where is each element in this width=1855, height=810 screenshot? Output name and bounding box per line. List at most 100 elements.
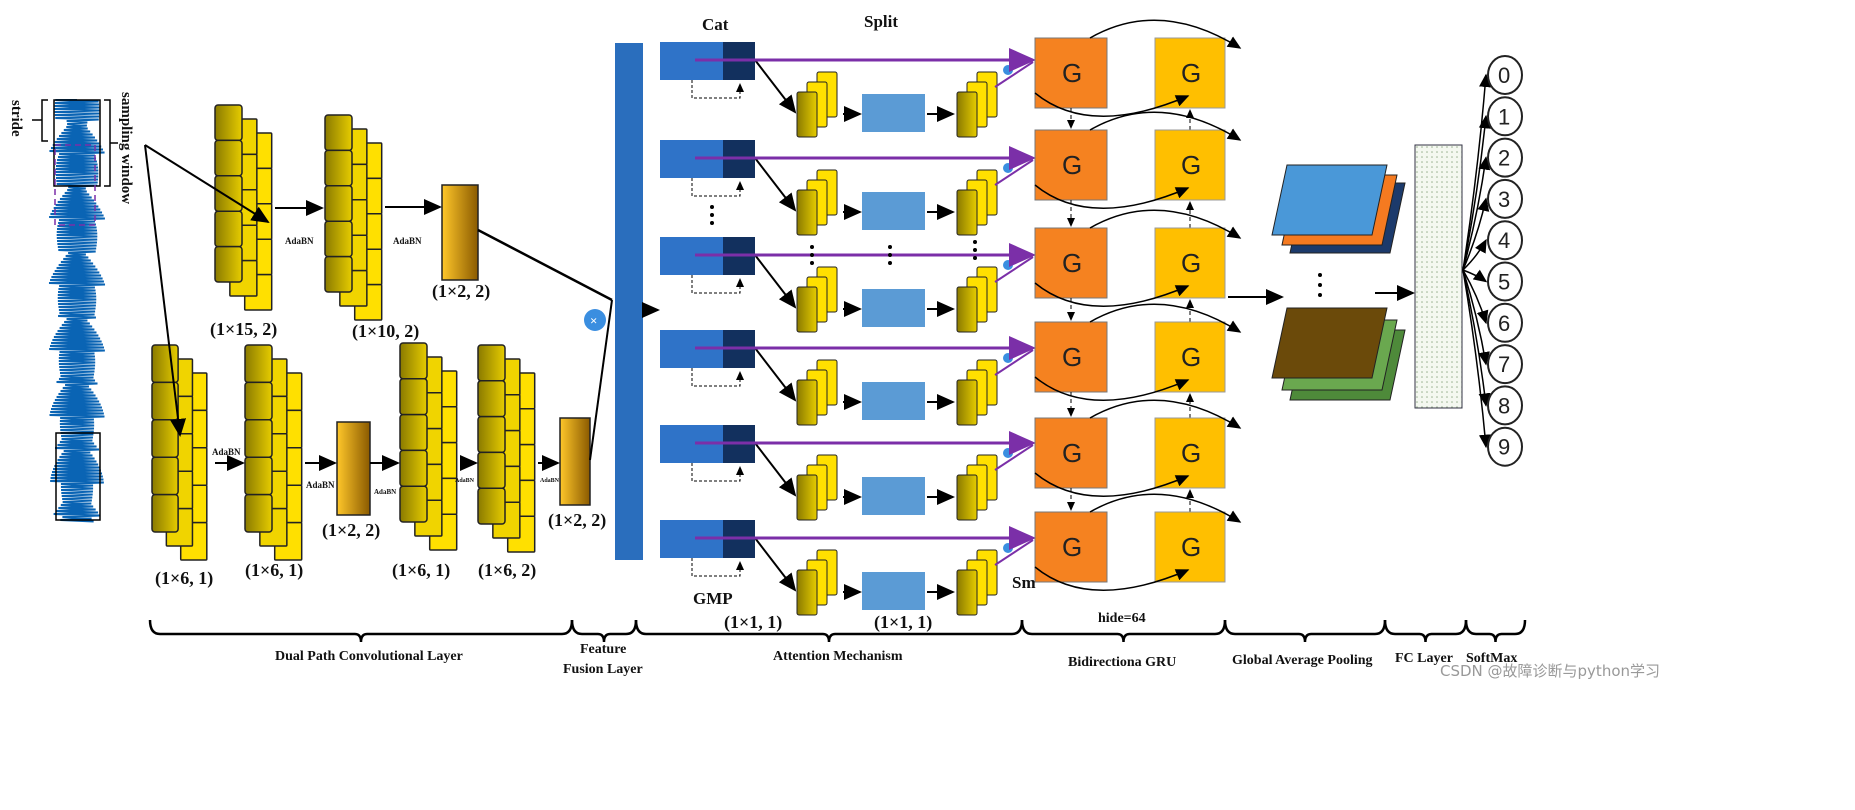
- section-brace: [1223, 619, 1387, 643]
- flow-arrow: [754, 537, 797, 592]
- input-signal: [32, 99, 118, 523]
- flow-arrow: [144, 144, 187, 437]
- gru-cross-arrow: [1034, 566, 1190, 591]
- softmax-output-label: 9: [1498, 435, 1510, 460]
- fc-layer: [1414, 144, 1463, 409]
- gru-output-arrow: [1089, 209, 1242, 239]
- conv-feature-block: [151, 419, 179, 458]
- sm-line: [994, 444, 1034, 471]
- multiply-node-small: [1003, 260, 1013, 270]
- gru-output-arrow: [1089, 19, 1242, 49]
- section-fc: FC Layer: [1395, 651, 1453, 666]
- ellipsis-dot: [710, 213, 714, 217]
- dynamic-labels: G G G G G G G G G G G G 0 1 2 3 4 5 6 7 8 9: [1062, 58, 1510, 562]
- softmax-arrow: [1462, 156, 1491, 271]
- sm-line: [994, 61, 1034, 88]
- attention-conv-block: [956, 189, 978, 236]
- split-feature-block: [862, 572, 925, 610]
- sampling-window-label: sampling window: [118, 92, 134, 204]
- softmax-output-node: [1487, 426, 1523, 467]
- gru-output-arrow: [1089, 493, 1242, 523]
- softmax-output-label: 8: [1498, 393, 1510, 418]
- gru-cross-arrow: [1034, 282, 1190, 307]
- ellipsis-dot: [710, 221, 714, 225]
- pooling-block: [559, 417, 591, 506]
- multiply-symbol: ×: [590, 313, 597, 328]
- conv-feature-block: [214, 210, 243, 248]
- section-brace: [570, 619, 638, 643]
- conv-top-label-1: (1×15, 2): [210, 319, 277, 340]
- gru-output-arrow: [1089, 303, 1242, 333]
- gru-forward-cell: [1034, 227, 1108, 299]
- gru-backward-cell: [1154, 321, 1226, 393]
- conv-feature-block: [324, 220, 353, 258]
- adabn-label: AdaBN: [393, 236, 422, 246]
- conv-bottom-label-1: (1×6, 1): [155, 568, 213, 589]
- conv-top-label-2: (1×10, 2): [352, 321, 419, 342]
- conv-feature-block: [244, 456, 273, 496]
- flow-arrow: [754, 157, 797, 212]
- gmp-loop-arrow: [691, 558, 744, 577]
- softmax-arrow: [1462, 238, 1487, 271]
- gru-forward-cell: [1034, 417, 1108, 489]
- hide-label: hide=64: [1098, 611, 1146, 626]
- conv-feature-block: [151, 456, 179, 496]
- gru-backward-label: G: [1181, 438, 1201, 468]
- split-feature-block: [862, 477, 925, 515]
- gru-output-arrow: [1089, 399, 1242, 429]
- conv-bottom-label-2: (1×6, 1): [245, 560, 303, 581]
- attention-conv-block: [956, 569, 978, 616]
- gru-forward-label: G: [1062, 58, 1082, 88]
- adabn-label: AdaBN: [455, 478, 475, 484]
- conv-feature-block: [324, 255, 353, 293]
- adabn-label: AdaBN: [285, 236, 314, 246]
- conv-feature-block: [477, 487, 506, 525]
- conv-feature-block: [214, 104, 243, 142]
- conv-feature-block: [151, 493, 179, 533]
- softmax-output-node: [1487, 137, 1523, 178]
- gmp-loop-arrow: [691, 463, 744, 482]
- attention-conv-block: [956, 91, 978, 138]
- section-gap: Global Average Pooling: [1232, 653, 1373, 668]
- softmax-output-label: 4: [1498, 228, 1510, 253]
- conv-feature-block: [324, 114, 353, 152]
- next-window-box: [54, 144, 96, 226]
- conv-feature-block: [399, 449, 428, 487]
- gru-forward-label: G: [1062, 150, 1082, 180]
- cat-label: Cat: [702, 15, 729, 34]
- section-brace: [148, 619, 574, 643]
- section-dual-path-conv: Dual Path Convolutional Layer: [275, 649, 463, 664]
- adabn-label: AdaBN: [306, 480, 335, 490]
- section-feature-fusion-2: Fusion Layer: [563, 662, 643, 677]
- section-attention: Attention Mechanism: [773, 649, 903, 664]
- attention-conv-block: [796, 474, 818, 521]
- softmax-arrow: [1462, 269, 1491, 449]
- section-brace: [634, 619, 1024, 643]
- ellipsis-dot: [810, 245, 814, 249]
- split-feature-block: [862, 94, 925, 132]
- multiply-node-small: [1003, 543, 1013, 553]
- conv-bottom-label-4: (1×6, 1): [392, 560, 450, 581]
- ellipsis-dot: [973, 248, 977, 252]
- gru-cross-arrow: [1034, 472, 1190, 497]
- attention-conv-block: [796, 286, 818, 333]
- ellipsis-dot: [1318, 293, 1322, 297]
- gru-backward-cell: [1154, 227, 1226, 299]
- sm-line: [994, 539, 1034, 566]
- fusion-line-top: [477, 228, 613, 302]
- softmax-arrow: [1462, 73, 1491, 271]
- section-feature-fusion-1: Feature: [580, 642, 626, 657]
- flow-arrow: [754, 347, 797, 402]
- conv-feature-block: [477, 451, 506, 489]
- gru-forward-label: G: [1062, 532, 1082, 562]
- window-bracket: [104, 99, 118, 187]
- conv-feature-block: [244, 344, 273, 384]
- gru-forward-label: G: [1062, 438, 1082, 468]
- flow-arrow: [754, 442, 797, 497]
- attention-conv-block: [796, 91, 818, 138]
- attention-conv-block: [956, 286, 978, 333]
- gmp-loop-arrow: [691, 178, 744, 197]
- gru-backward-label: G: [1181, 150, 1201, 180]
